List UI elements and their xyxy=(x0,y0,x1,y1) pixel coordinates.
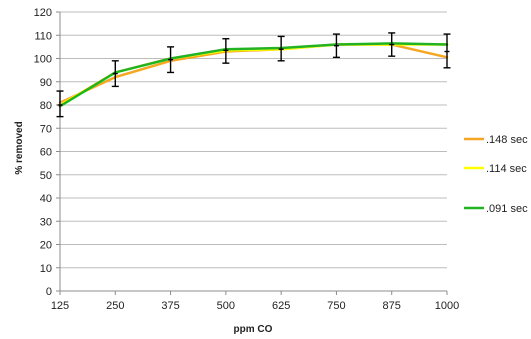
x-tick-label: 250 xyxy=(106,300,124,312)
x-tick-label: 750 xyxy=(327,300,345,312)
y-tick-label: 30 xyxy=(40,216,52,228)
x-axis-title: ppm CO xyxy=(234,324,273,335)
y-axis-title: % removed xyxy=(14,121,25,174)
y-tick-label: 90 xyxy=(40,77,52,89)
series-line-2 xyxy=(58,42,449,108)
axes: 0 10 20 30 40 50 60 70 80 90 100 110 120 125 250 375 500… xyxy=(34,7,460,312)
error-bar xyxy=(222,38,230,64)
legend-item-2: .091 sec xyxy=(464,203,528,215)
y-tick-label: 10 xyxy=(40,263,52,275)
x-tick-label: 875 xyxy=(383,300,401,312)
legend-label: .148 sec xyxy=(486,134,528,146)
legend-item-1: .114 sec xyxy=(464,163,527,175)
error-bars xyxy=(56,32,451,118)
y-tick-label: 70 xyxy=(40,123,52,135)
series-line-0 xyxy=(58,43,449,104)
y-tick-label: 110 xyxy=(34,30,52,42)
error-bar xyxy=(332,33,340,59)
error-bar xyxy=(167,46,175,74)
legend: .148 sec .114 sec .091 sec xyxy=(464,134,528,215)
y-tick-label: 40 xyxy=(40,193,52,205)
gridlines xyxy=(60,11,447,269)
y-tick-label: 50 xyxy=(40,170,52,182)
y-tick-label: 80 xyxy=(40,100,52,112)
x-tick-label: 375 xyxy=(161,300,179,312)
y-tick-label: 0 xyxy=(46,286,52,298)
x-tick-label: 125 xyxy=(51,300,69,312)
x-tick-label: 625 xyxy=(272,300,290,312)
error-bar xyxy=(388,32,396,57)
legend-label: .091 sec xyxy=(486,203,528,215)
y-tick-label: 20 xyxy=(40,240,52,252)
series-lines xyxy=(58,42,449,108)
legend-label: .114 sec xyxy=(486,163,527,175)
error-bar xyxy=(277,35,285,62)
error-bar xyxy=(111,60,119,88)
legend-item-0: .148 sec xyxy=(464,134,528,146)
x-tick-label: 1000 xyxy=(435,300,459,312)
error-bar xyxy=(443,33,451,69)
series-line-1 xyxy=(58,43,449,107)
x-tick-label: 500 xyxy=(217,300,235,312)
y-tick-label: 120 xyxy=(34,7,52,19)
y-tick-label: 60 xyxy=(40,147,52,159)
error-bar xyxy=(56,90,64,118)
y-tick-label: 100 xyxy=(34,54,52,66)
